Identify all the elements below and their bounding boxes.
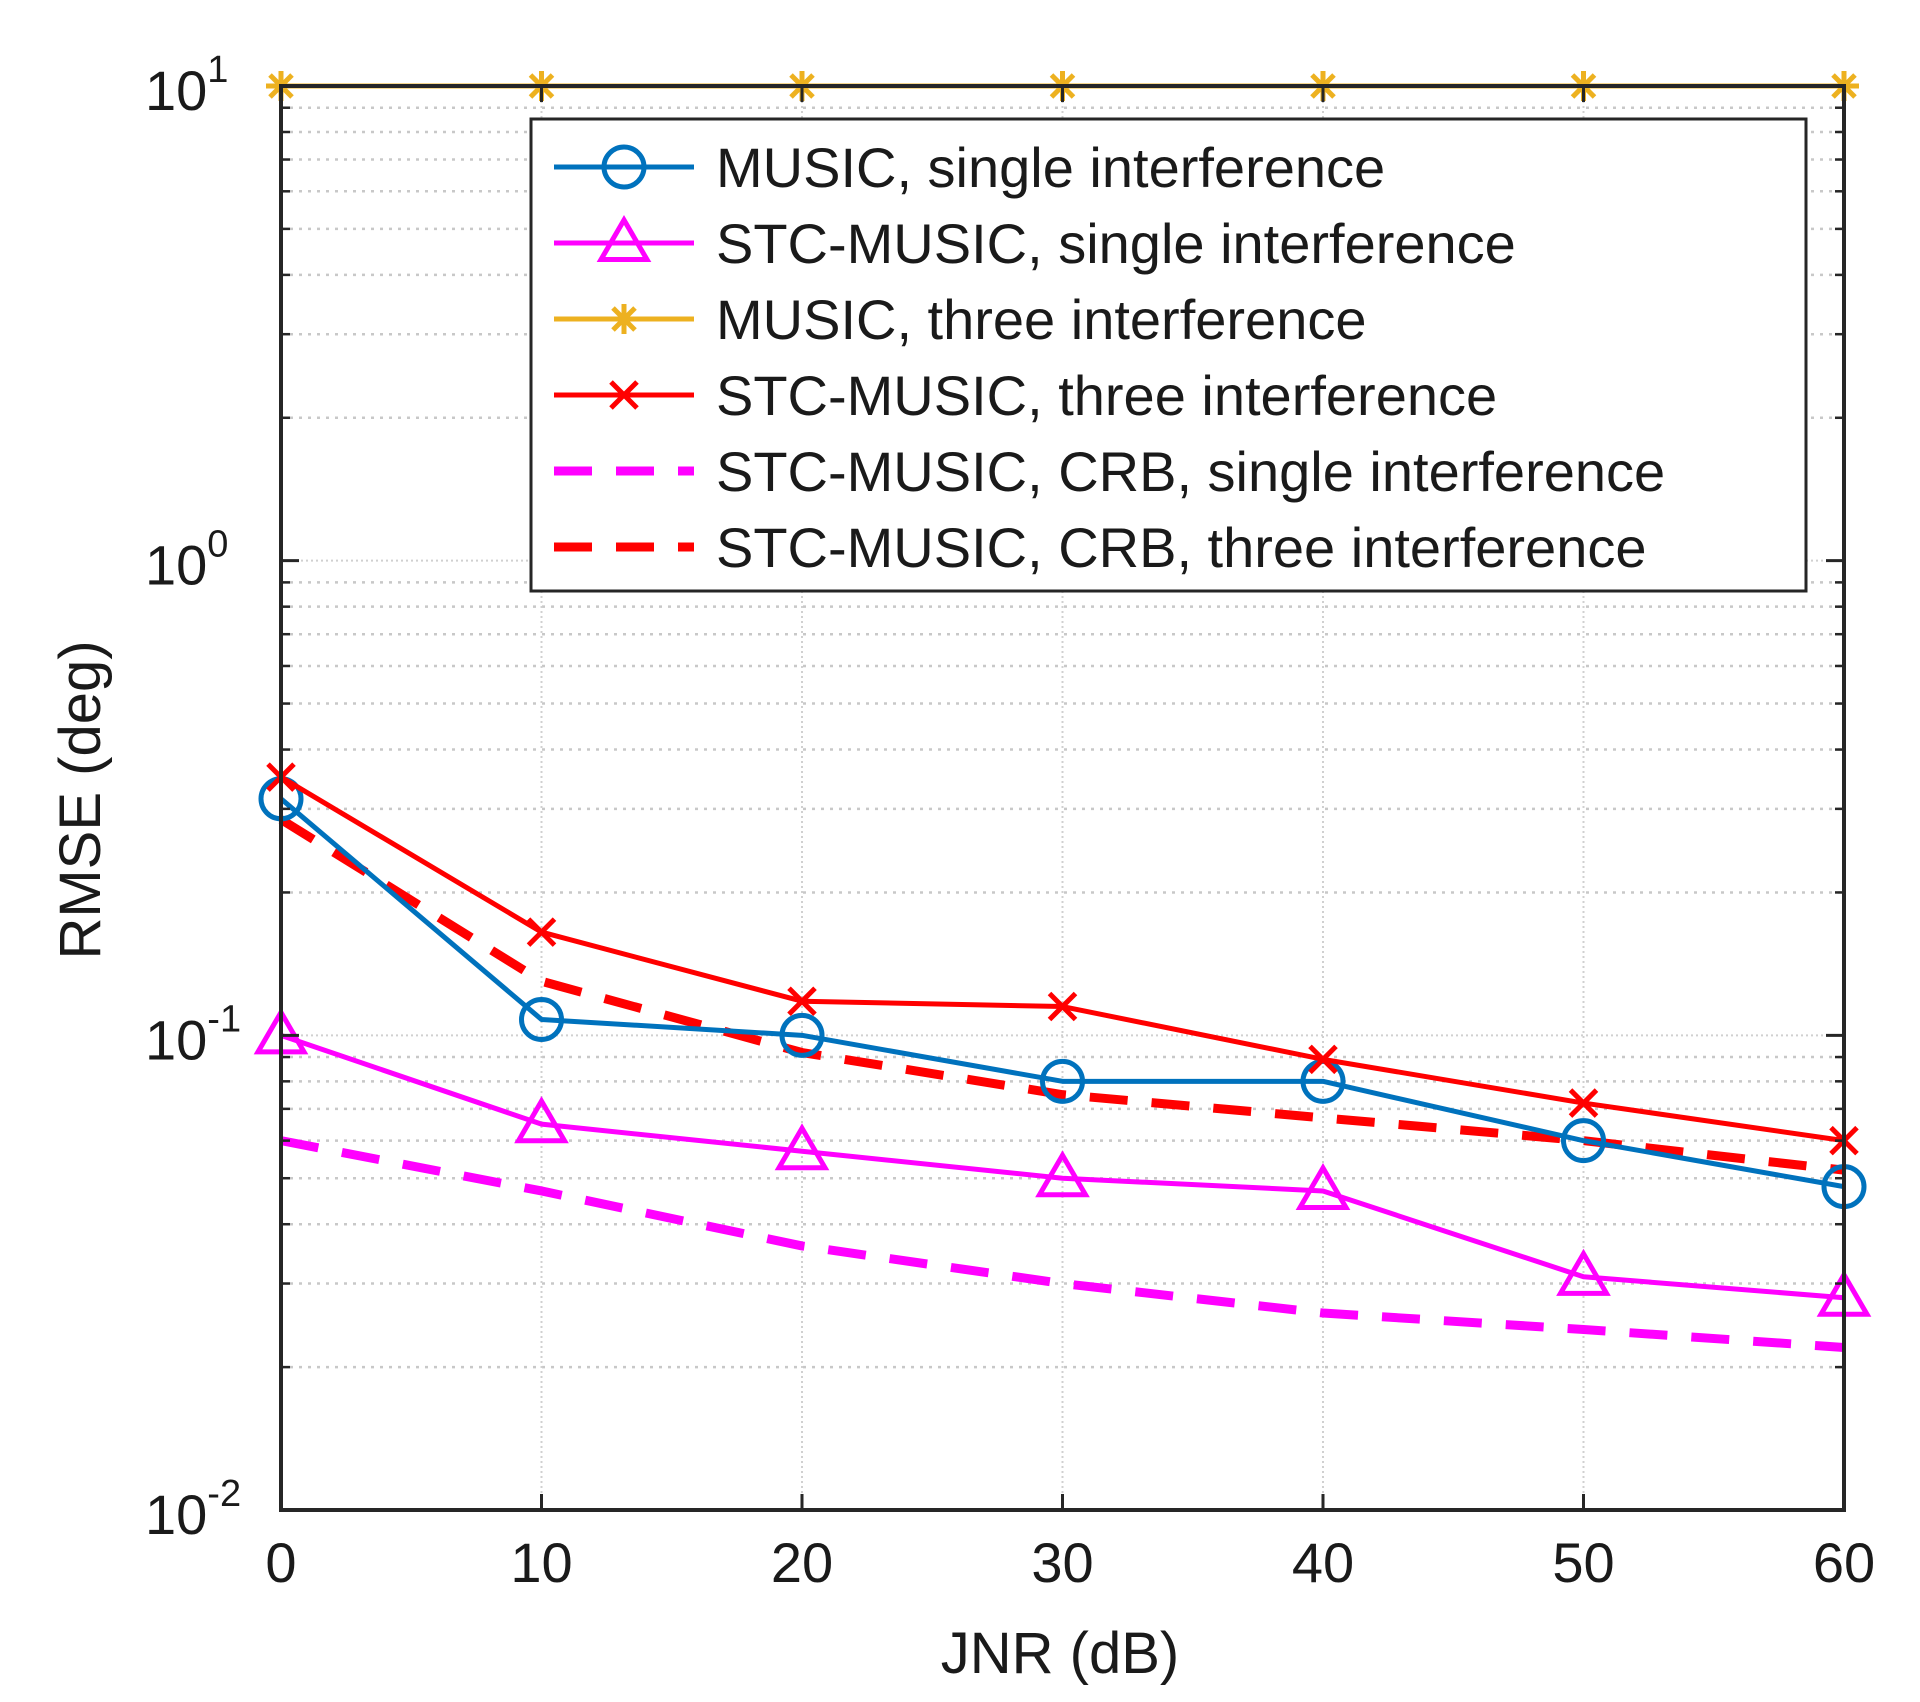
data-point-x xyxy=(1047,991,1078,1022)
legend-item-3: STC-MUSIC, three interference xyxy=(554,364,1497,427)
data-point-circle xyxy=(779,1012,825,1058)
legend-label: STC-MUSIC, three interference xyxy=(716,364,1497,427)
legend-label: STC-MUSIC, CRB, single interference xyxy=(716,440,1665,503)
series-3 xyxy=(266,762,1859,1156)
data-point-triangle xyxy=(774,1123,830,1171)
data-point-x xyxy=(1308,1044,1338,1075)
legend-item-2: MUSIC, three interference xyxy=(554,288,1366,351)
y-tick-label: 10-2 xyxy=(145,1473,241,1546)
y-tick-exponent: 1 xyxy=(207,49,228,91)
x-tick-label: 40 xyxy=(1292,1531,1354,1594)
y-tick-exponent: -2 xyxy=(207,1473,241,1515)
x-tick-label: 30 xyxy=(1031,1531,1093,1594)
x-tick-label: 0 xyxy=(265,1531,296,1594)
legend-item-5: STC-MUSIC, CRB, three interference xyxy=(554,516,1646,579)
data-point-triangle xyxy=(1295,1163,1351,1211)
legend-box xyxy=(529,117,1808,593)
legend-item-1: STC-MUSIC, single interference xyxy=(554,212,1516,275)
data-point-triangle xyxy=(596,215,652,263)
y-tick-exponent: 0 xyxy=(207,524,228,566)
data-point-x xyxy=(526,917,557,947)
x-tick-label: 60 xyxy=(1813,1531,1875,1594)
data-point-triangle xyxy=(1035,1150,1090,1198)
data-point-circle xyxy=(1040,1058,1085,1104)
data-point-circle xyxy=(601,144,647,190)
data-point-x xyxy=(609,380,639,410)
legend-item-0: MUSIC, single interference xyxy=(554,136,1385,199)
x-axis-label: JNR (dB) xyxy=(941,1621,1179,1686)
data-point-circle xyxy=(519,996,564,1042)
series-4 xyxy=(280,1136,1845,1352)
x-tick-label: 10 xyxy=(510,1531,572,1594)
data-point-circle xyxy=(1561,1118,1606,1164)
legend-label: STC-MUSIC, single interference xyxy=(716,212,1516,275)
data-point-star xyxy=(609,304,639,334)
series-line xyxy=(280,1032,1845,1301)
x-tick-label: 20 xyxy=(771,1531,833,1594)
legend-label: MUSIC, single interference xyxy=(716,136,1385,199)
legend: MUSIC, single interference STC-MUSIC, sin… xyxy=(529,117,1808,593)
series-line xyxy=(280,1136,1845,1352)
data-point-x xyxy=(787,986,817,1016)
legend-item-4: STC-MUSIC, CRB, single interference xyxy=(554,440,1665,503)
series-line xyxy=(279,796,1845,1190)
data-point-triangle xyxy=(514,1096,569,1144)
legend-label: STC-MUSIC, CRB, three interference xyxy=(716,516,1646,579)
data-point-triangle xyxy=(1556,1248,1611,1296)
series-5 xyxy=(278,815,1845,1175)
series-line xyxy=(278,815,1845,1175)
y-axis-label: RMSE (deg) xyxy=(48,640,113,959)
y-tick-exponent: -1 xyxy=(207,998,241,1040)
legend-label: MUSIC, three interference xyxy=(716,288,1366,351)
data-point-x xyxy=(1568,1088,1599,1118)
x-tick-label: 50 xyxy=(1552,1531,1614,1594)
